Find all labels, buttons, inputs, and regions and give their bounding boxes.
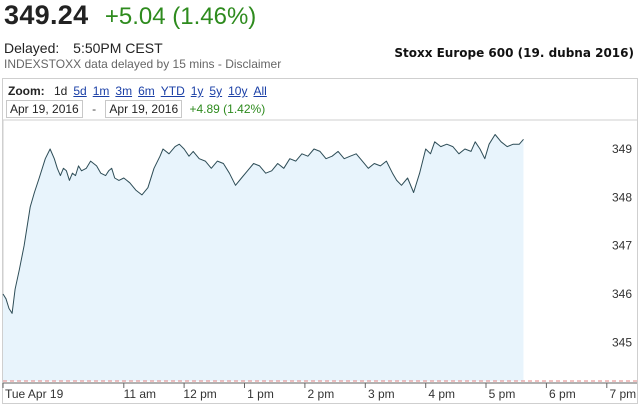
source-note: INDEXSTOXX data delayed by 15 mins - Dis… <box>4 57 282 71</box>
chart-caption: Stoxx Europe 600 (19. dubna 2016) <box>394 46 634 60</box>
current-price: 349.24 <box>4 0 89 30</box>
y-tick-label: 345 <box>612 335 632 349</box>
series-area <box>3 134 524 381</box>
x-tick-label: Tue Apr 19 <box>5 387 64 401</box>
y-tick-label: 349 <box>612 142 632 156</box>
price-change: +5.04 (1.46%) <box>104 3 257 30</box>
range-start-input[interactable]: Apr 19, 2016 <box>6 100 83 118</box>
zoom-label: Zoom: <box>8 84 45 98</box>
series-line <box>2 134 524 314</box>
date-range: Apr 19, 2016 - Apr 19, 2016 +4.89 (1.42%… <box>6 100 265 118</box>
range-end-input[interactable]: Apr 19, 2016 <box>105 100 183 118</box>
zoom-option-10y[interactable]: 10y <box>228 84 248 98</box>
x-tick-label: 4 pm <box>428 387 455 401</box>
x-tick-label: 11 am <box>124 387 156 401</box>
y-tick-label: 348 <box>612 190 632 204</box>
zoom-option-5y[interactable]: 5y <box>209 84 223 98</box>
zoom-option-6m[interactable]: 6m <box>138 84 155 98</box>
y-tick-label: 346 <box>612 287 632 301</box>
range-separator: - <box>92 102 97 116</box>
x-tick-label: 1 pm <box>247 387 274 401</box>
zoom-option-ytd[interactable]: YTD <box>160 84 185 98</box>
zoom-option-1d[interactable]: 1d <box>54 84 68 98</box>
zoom-option-all[interactable]: All <box>253 84 267 98</box>
range-change: +4.89 (1.42%) <box>189 102 266 116</box>
zoom-option-3m[interactable]: 3m <box>115 84 133 98</box>
delayed-status: Delayed: 5:50PM CEST <box>4 40 163 56</box>
zoom-option-1y[interactable]: 1y <box>190 84 204 98</box>
x-tick-label: 2 pm <box>308 387 335 401</box>
x-tick-label: 7 pm <box>609 387 636 401</box>
zoom-option-5d[interactable]: 5d <box>73 84 87 98</box>
delayed-label: Delayed: <box>4 40 60 56</box>
quote-header: 349.24 +5.04 (1.46%) <box>4 0 256 31</box>
zoom-bar: Zoom: 1d 5d 1m 3m 6m YTD 1y 5y 10y All <box>8 84 273 98</box>
x-tick-label: 3 pm <box>368 387 395 401</box>
zoom-option-1m[interactable]: 1m <box>92 84 110 98</box>
y-tick-label: 347 <box>612 239 632 253</box>
x-tick-label: 12 pm <box>183 387 216 401</box>
x-tick-label: 5 pm <box>489 387 516 401</box>
x-tick-label: 6 pm <box>549 387 576 401</box>
delayed-time: 5:50PM CEST <box>73 40 163 56</box>
